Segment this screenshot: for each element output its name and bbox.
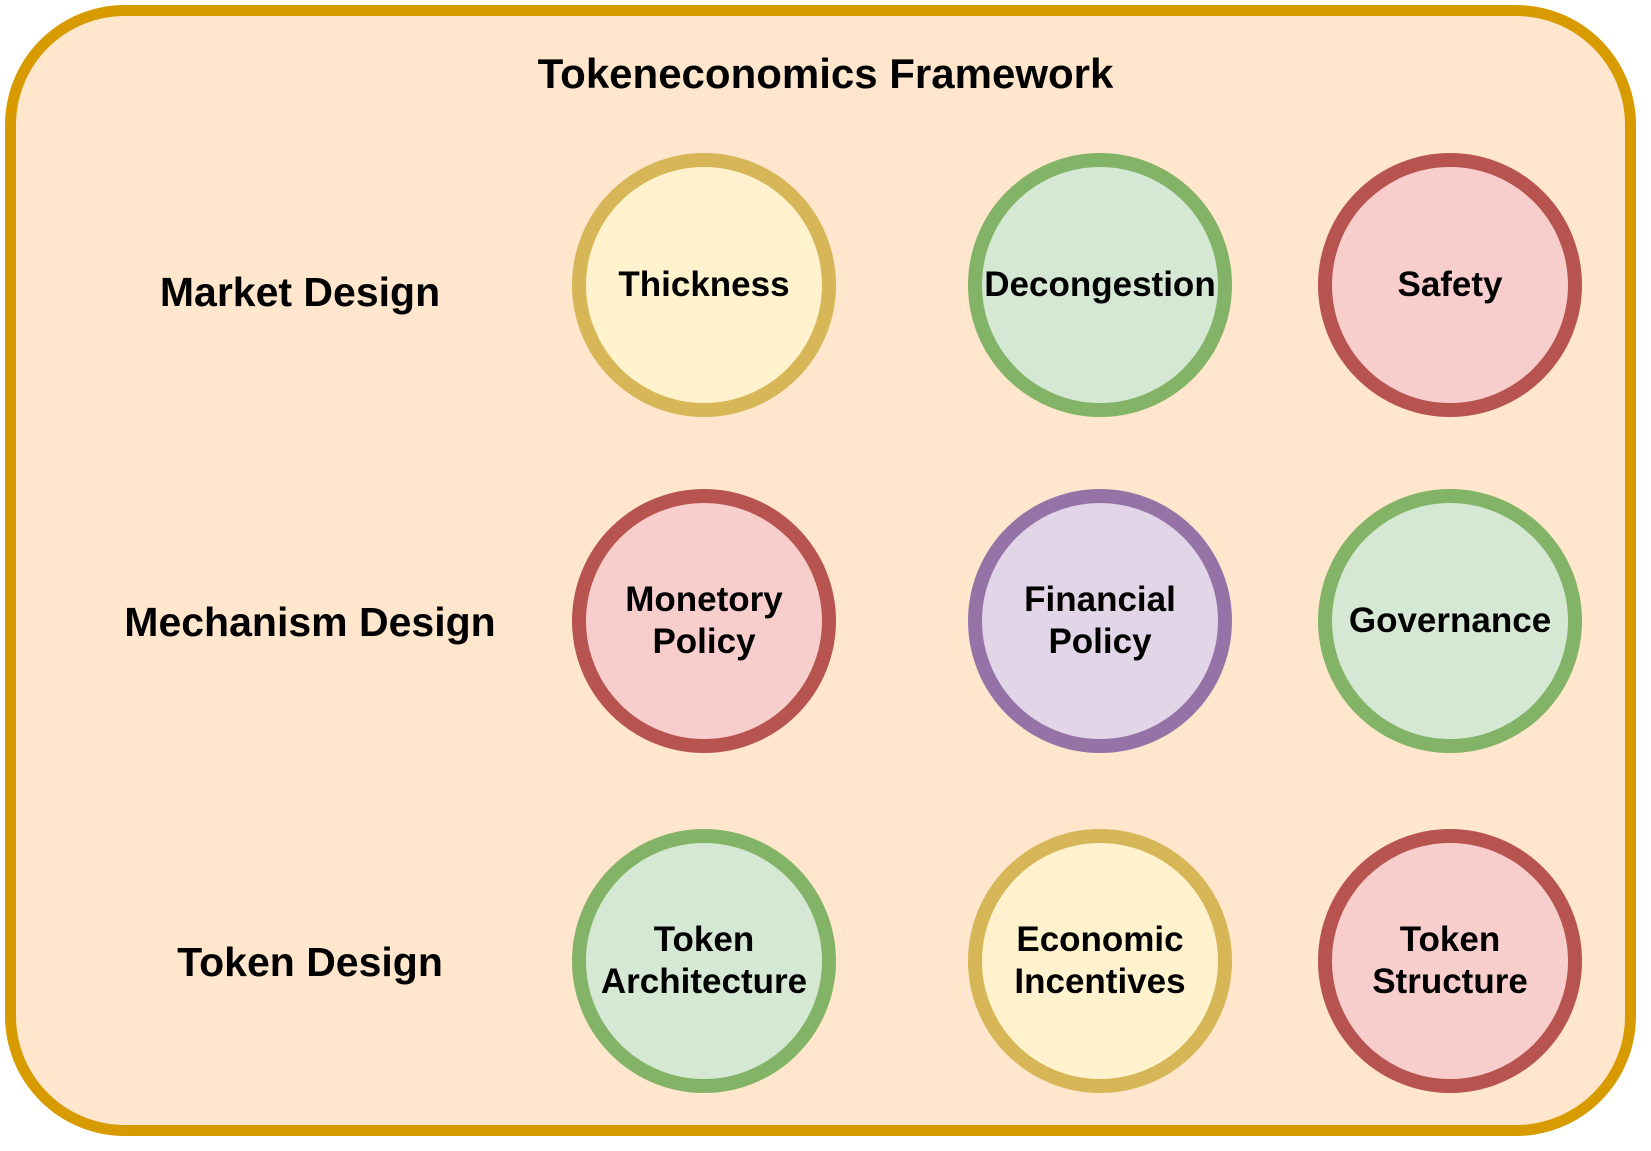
node-financial-policy: Financial Policy xyxy=(968,489,1232,753)
node-label: Safety xyxy=(1397,265,1503,304)
diagram-title: Tokeneconomics Framework xyxy=(537,50,1114,97)
node-safety: Safety xyxy=(1318,153,1582,417)
node-thickness: Thickness xyxy=(572,153,836,417)
node-monetory-policy: Monetory Policy xyxy=(572,489,836,753)
node-label: Thickness xyxy=(618,265,790,304)
row-label-market-design: Market Design xyxy=(159,269,441,315)
node-label: Economic Incentives xyxy=(1014,920,1186,1001)
node-governance: Governance xyxy=(1318,489,1582,753)
node-label: Decongestion xyxy=(984,265,1216,304)
node-token-architecture: Token Architecture xyxy=(572,829,836,1093)
node-label: Financial Policy xyxy=(1024,580,1176,661)
node-economic-incentives: Economic Incentives xyxy=(968,829,1232,1093)
node-label: Token Structure xyxy=(1372,920,1528,1001)
node-label: Monetory Policy xyxy=(625,580,783,661)
node-label: Governance xyxy=(1348,601,1552,640)
row-label-token-design: Token Design xyxy=(177,939,443,985)
node-token-structure: Token Structure xyxy=(1318,829,1582,1093)
row-label-mechanism-design: Mechanism Design xyxy=(124,599,496,645)
node-decongestion: Decongestion xyxy=(968,153,1232,417)
node-label: Token Architecture xyxy=(600,920,808,1001)
